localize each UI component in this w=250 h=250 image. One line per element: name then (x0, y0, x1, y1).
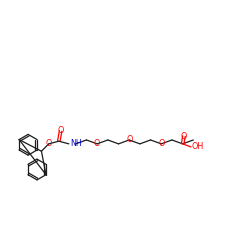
Text: O: O (126, 136, 132, 144)
Text: O: O (158, 139, 164, 148)
Text: O: O (94, 139, 100, 148)
Text: OH: OH (192, 142, 204, 152)
Text: NH: NH (70, 139, 82, 148)
Text: O: O (46, 139, 52, 148)
Text: O: O (58, 126, 64, 136)
Text: O: O (181, 132, 187, 140)
